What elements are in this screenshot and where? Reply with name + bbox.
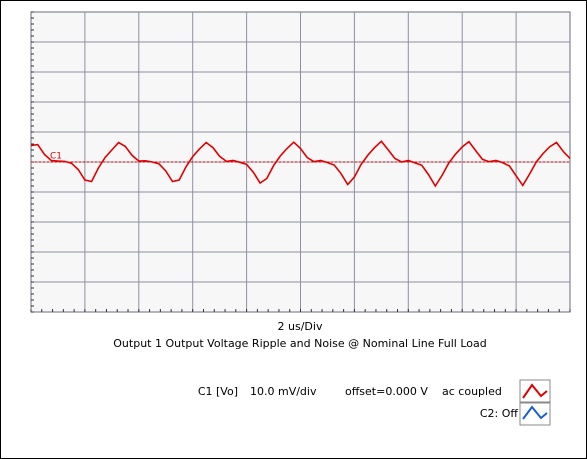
waveform (30, 140, 571, 188)
series-label: C1 (50, 152, 62, 162)
grid (31, 12, 570, 312)
c1-icon (519, 379, 551, 403)
channel-label: C1 [Vo] (198, 385, 238, 398)
c1-icon-wave (522, 383, 548, 399)
c2-label: C2: Off (480, 407, 519, 420)
c2-icon (519, 402, 551, 426)
offset-label: offset=0.000 V (345, 385, 428, 398)
c2-icon-wave (522, 405, 548, 420)
chart-title: Output 1 Output Voltage Ripple and Noise… (113, 337, 486, 350)
x-axis-label: 2 us/Div (278, 320, 323, 333)
scale-label: 10.0 mV/div (250, 385, 317, 398)
coupling-label: ac coupled (442, 385, 502, 398)
